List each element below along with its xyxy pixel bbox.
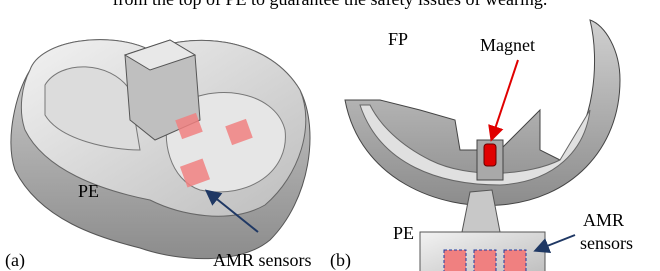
part-label: FP [388, 29, 408, 49]
sensor-label: AMR sensors [213, 250, 312, 270]
sensor-label: AMR [583, 210, 624, 230]
figure: from the top of PE to guarantee the safe… [0, 0, 660, 271]
pe-insert [11, 40, 310, 259]
panel-label: (b) [330, 250, 351, 271]
arrow [492, 60, 518, 138]
caption-fragment: from the top of PE to guarantee the safe… [113, 0, 548, 9]
part-label: PE [78, 181, 99, 201]
pe-insert [420, 190, 545, 271]
sensor-label: sensors [580, 233, 633, 253]
part-label: PE [393, 223, 414, 243]
page: {"caption_fragment": "from the top of PE… [0, 0, 660, 271]
panel-label: (a) [5, 250, 25, 271]
magnet-label: Magnet [480, 35, 535, 55]
